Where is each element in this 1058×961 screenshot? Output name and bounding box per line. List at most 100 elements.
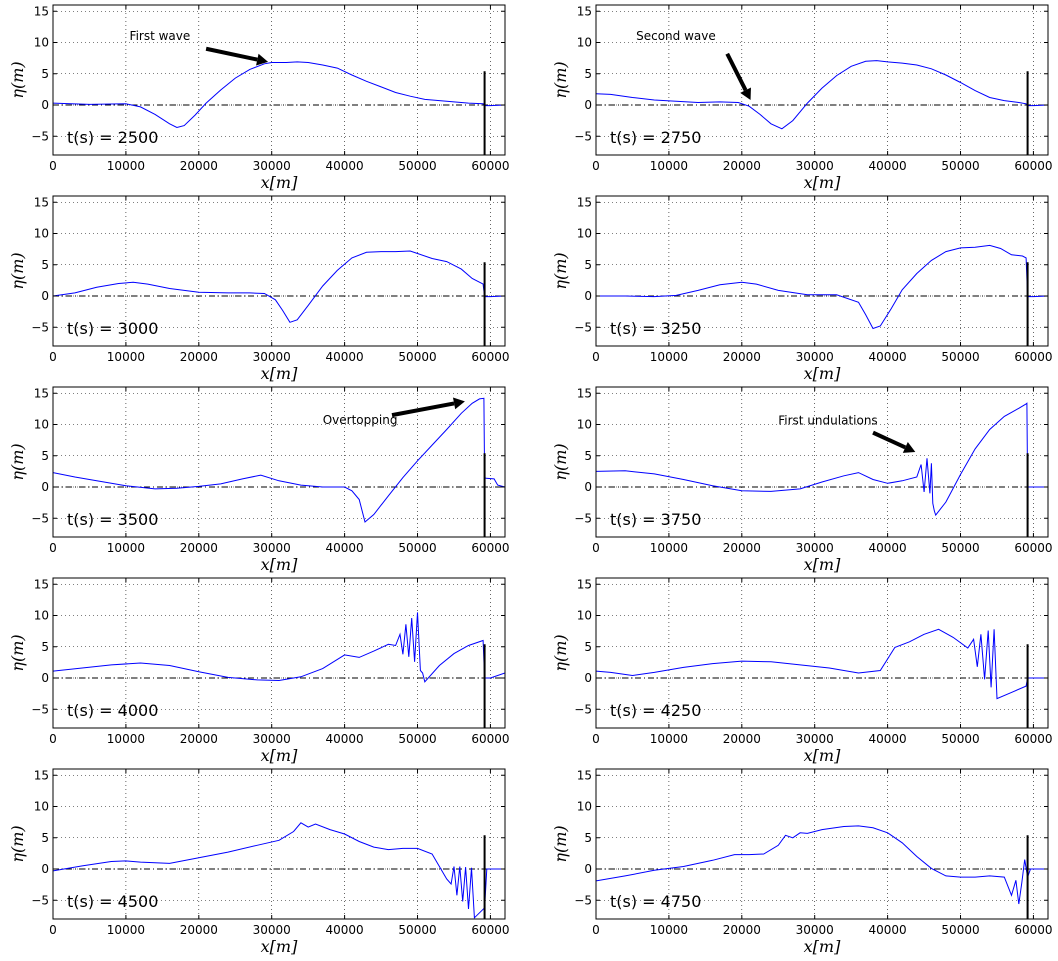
time-label: t(s) = 3250 (610, 319, 701, 338)
x-tick-label: 50000 (941, 923, 979, 937)
x-tick-label: 0 (592, 541, 600, 555)
x-tick-label: 60000 (471, 350, 509, 364)
subplot-1: 0 10000 20000 30000 40000 50000 60000 −5 0 5 10 15 x… (8, 4, 510, 192)
x-tick-label: 50000 (398, 732, 436, 746)
y-tick-label: 10 (577, 227, 592, 241)
y-tick-label: −5 (574, 511, 592, 525)
x-tick-label: 20000 (180, 541, 218, 555)
x-tick-label: 30000 (253, 159, 291, 173)
y-tick-label: −5 (574, 893, 592, 907)
y-tick-label: 5 (41, 640, 49, 654)
y-tick-label: −5 (31, 702, 49, 716)
x-tick-label: 10000 (107, 350, 145, 364)
y-tick-label: −5 (574, 129, 592, 143)
y-tick-label: 10 (34, 609, 49, 623)
x-axis-label: x[m] (261, 555, 298, 574)
y-axis-label: η(m) (551, 61, 570, 98)
plot-area (53, 5, 505, 155)
plot-frame (52, 768, 506, 920)
x-tick-label: 20000 (180, 923, 218, 937)
subplot-4: 0 10000 20000 30000 40000 50000 60000 −5 0 5 10 15 x… (551, 195, 1053, 383)
x-tick-label: 10000 (650, 541, 688, 555)
annotation-label: Overtopping (323, 413, 398, 427)
series-line (596, 402, 1048, 517)
series-line (53, 250, 505, 323)
x-axis-label: x[m] (261, 173, 298, 192)
x-tick-label: 0 (49, 350, 57, 364)
x-tick-label: 40000 (326, 732, 364, 746)
series-line (53, 397, 505, 523)
subplot-9: 0 10000 20000 30000 40000 50000 60000 −5 0 5 10 15 x… (8, 768, 510, 956)
x-axis-label: x[m] (804, 173, 841, 192)
y-tick-label: −5 (31, 893, 49, 907)
annotation-arrow-shaft (391, 401, 455, 418)
y-axis-label: η(m) (551, 252, 570, 289)
x-tick-label: 20000 (723, 732, 761, 746)
x-tick-label: 40000 (326, 541, 364, 555)
x-tick-label: 10000 (650, 923, 688, 937)
x-tick-label: 20000 (180, 732, 218, 746)
y-tick-label: −5 (574, 320, 592, 334)
x-tick-label: 10000 (107, 732, 145, 746)
x-tick-label: 0 (592, 732, 600, 746)
series-line (596, 628, 1048, 700)
y-tick-label: 15 (34, 768, 49, 782)
y-axis-label: η(m) (551, 634, 570, 671)
annotation-label: Second wave (636, 29, 716, 43)
x-tick-label: 30000 (253, 541, 291, 555)
x-tick-label: 30000 (253, 350, 291, 364)
x-tick-label: 50000 (398, 350, 436, 364)
y-tick-label: 10 (577, 418, 592, 432)
annotation-arrow-head (740, 87, 751, 100)
y-tick-label: 15 (34, 577, 49, 591)
plot-area (596, 578, 1048, 728)
time-label: t(s) = 3750 (610, 510, 701, 529)
x-tick-label: 40000 (869, 923, 907, 937)
y-tick-label: −5 (31, 129, 49, 143)
y-axis-label: η(m) (8, 443, 27, 480)
x-tick-label: 0 (49, 923, 57, 937)
x-tick-label: 20000 (723, 350, 761, 364)
y-tick-label: 0 (41, 98, 49, 112)
x-tick-label: 60000 (471, 732, 509, 746)
x-tick-label: 0 (592, 350, 600, 364)
annotation-arrow-shaft (205, 46, 258, 62)
x-tick-label: 30000 (796, 732, 834, 746)
time-label: t(s) = 2750 (610, 128, 701, 147)
y-tick-label: 10 (577, 609, 592, 623)
x-tick-label: 40000 (869, 541, 907, 555)
y-tick-label: 5 (41, 831, 49, 845)
x-tick-label: 60000 (1014, 350, 1052, 364)
annotation-arrow-shaft (872, 430, 907, 450)
x-tick-label: 60000 (1014, 923, 1052, 937)
subplot-7: 0 10000 20000 30000 40000 50000 60000 −5 0 5 10 15 x… (8, 577, 510, 765)
y-tick-label: 5 (584, 640, 592, 654)
x-tick-label: 40000 (869, 159, 907, 173)
annotation-label: First undulations (778, 414, 877, 428)
x-tick-label: 40000 (869, 350, 907, 364)
plot-frame (595, 577, 1049, 729)
x-axis-label: x[m] (804, 555, 841, 574)
plot-area (53, 578, 505, 728)
x-tick-label: 60000 (471, 159, 509, 173)
y-tick-label: 15 (577, 577, 592, 591)
y-tick-label: 5 (584, 258, 592, 272)
y-tick-label: 0 (41, 480, 49, 494)
x-tick-label: 40000 (326, 923, 364, 937)
y-tick-label: 15 (34, 4, 49, 18)
x-tick-label: 30000 (796, 350, 834, 364)
plot-area (596, 769, 1048, 919)
x-tick-label: 20000 (723, 541, 761, 555)
plot-area (596, 387, 1048, 537)
y-tick-label: 15 (34, 195, 49, 209)
y-tick-label: 10 (34, 36, 49, 50)
y-tick-label: 5 (41, 449, 49, 463)
x-tick-label: 0 (592, 159, 600, 173)
subplot-2: 0 10000 20000 30000 40000 50000 60000 −5 0 5 10 15 x… (551, 4, 1053, 192)
x-tick-label: 50000 (941, 732, 979, 746)
series-line (53, 612, 505, 683)
x-tick-label: 30000 (796, 923, 834, 937)
y-tick-label: 5 (584, 67, 592, 81)
y-tick-label: 10 (34, 227, 49, 241)
x-tick-label: 60000 (471, 923, 509, 937)
